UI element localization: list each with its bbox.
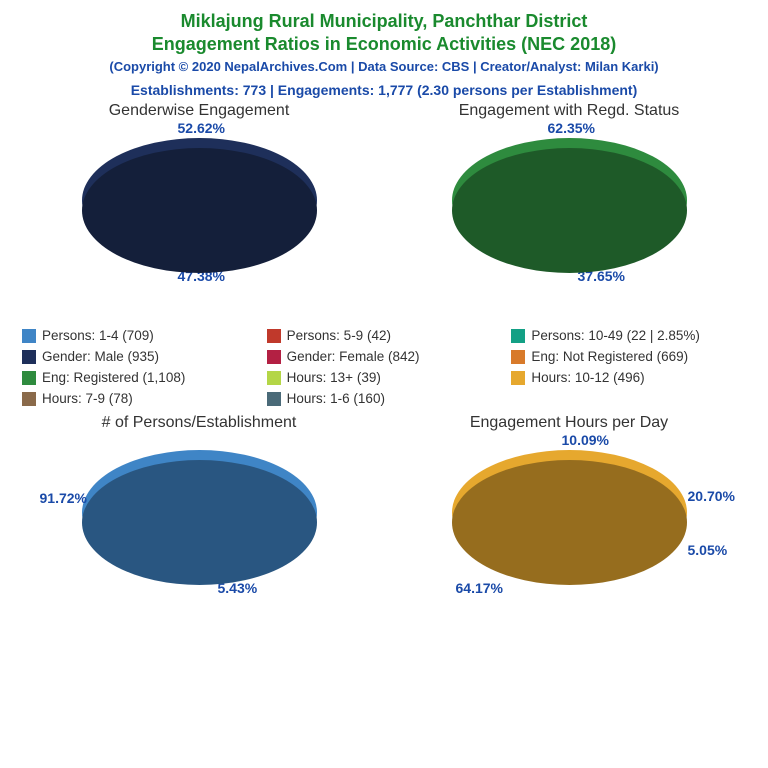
chart-gender: Genderwise Engagement 52.62%47.38% bbox=[14, 102, 384, 322]
legend-swatch bbox=[22, 350, 36, 364]
legend-swatch bbox=[22, 371, 36, 385]
legend-swatch bbox=[267, 392, 281, 406]
legend-text: Persons: 1-4 (709) bbox=[42, 328, 154, 343]
legend-swatch bbox=[267, 329, 281, 343]
legend-item-6: Eng: Registered (1,108) bbox=[22, 370, 257, 385]
chart-persons: # of Persons/Establishment 91.72%5.43% bbox=[14, 414, 384, 634]
legend-item-8: Hours: 10-12 (496) bbox=[511, 370, 746, 385]
legend-item-10: Hours: 1-6 (160) bbox=[267, 391, 502, 406]
chart-title-persons: # of Persons/Establishment bbox=[14, 414, 384, 432]
pie-label-hours-2: 20.70% bbox=[688, 488, 735, 504]
chart-grid: Genderwise Engagement 52.62%47.38% Engag… bbox=[0, 102, 768, 634]
legend-swatch bbox=[267, 371, 281, 385]
legend-text: Hours: 7-9 (78) bbox=[42, 391, 133, 406]
pie-label-regd-0: 62.35% bbox=[548, 120, 595, 136]
chart-title-hours: Engagement Hours per Day bbox=[384, 414, 754, 432]
legend-text: Hours: 10-12 (496) bbox=[531, 370, 644, 385]
chart-title-gender: Genderwise Engagement bbox=[14, 102, 384, 120]
legend-swatch bbox=[22, 392, 36, 406]
legend-swatch bbox=[511, 371, 525, 385]
legend-text: Persons: 10-49 (22 | 2.85%) bbox=[531, 328, 700, 343]
legend-item-1: Persons: 5-9 (42) bbox=[267, 328, 502, 343]
legend-item-9: Hours: 7-9 (78) bbox=[22, 391, 257, 406]
subtitle: (Copyright © 2020 NepalArchives.Com | Da… bbox=[10, 59, 758, 74]
stats-line: Establishments: 773 | Engagements: 1,777… bbox=[10, 82, 758, 98]
pie-label-hours-0: 64.17% bbox=[456, 580, 503, 596]
legend-text: Eng: Not Registered (669) bbox=[531, 349, 688, 364]
pie-gender: 52.62%47.38% bbox=[82, 122, 317, 262]
legend-text: Eng: Registered (1,108) bbox=[42, 370, 185, 385]
pie-label-hours-3: 5.05% bbox=[688, 542, 728, 558]
pie-label-persons-0: 91.72% bbox=[40, 490, 87, 506]
legend-text: Hours: 1-6 (160) bbox=[287, 391, 385, 406]
legend-item-5: Eng: Not Registered (669) bbox=[511, 349, 746, 364]
pie-label-gender-0: 52.62% bbox=[178, 120, 225, 136]
pie-label-hours-1: 10.09% bbox=[562, 432, 609, 448]
legend-text: Gender: Male (935) bbox=[42, 349, 159, 364]
title-line-1: Miklajung Rural Municipality, Panchthar … bbox=[10, 10, 758, 33]
legend-text: Hours: 13+ (39) bbox=[287, 370, 381, 385]
legend-text: Gender: Female (842) bbox=[287, 349, 420, 364]
pie-persons: 91.72%5.43% bbox=[82, 434, 317, 574]
legend-item-2: Persons: 10-49 (22 | 2.85%) bbox=[511, 328, 746, 343]
title-line-2: Engagement Ratios in Economic Activities… bbox=[10, 33, 758, 56]
chart-regd: Engagement with Regd. Status 62.35%37.65… bbox=[384, 102, 754, 322]
chart-title-regd: Engagement with Regd. Status bbox=[384, 102, 754, 120]
legend-swatch bbox=[511, 329, 525, 343]
legend-item-7: Hours: 13+ (39) bbox=[267, 370, 502, 385]
pie-hours: 64.17%10.09%20.70%5.05% bbox=[452, 434, 687, 574]
legend-item-3: Gender: Male (935) bbox=[22, 349, 257, 364]
legend-swatch bbox=[511, 350, 525, 364]
chart-hours: Engagement Hours per Day 64.17%10.09%20.… bbox=[384, 414, 754, 634]
legend-swatch bbox=[267, 350, 281, 364]
legend-text: Persons: 5-9 (42) bbox=[287, 328, 391, 343]
legend-item-0: Persons: 1-4 (709) bbox=[22, 328, 257, 343]
header: Miklajung Rural Municipality, Panchthar … bbox=[0, 0, 768, 102]
legend-item-4: Gender: Female (842) bbox=[267, 349, 502, 364]
legend-swatch bbox=[22, 329, 36, 343]
pie-regd: 62.35%37.65% bbox=[452, 122, 687, 262]
legend: Persons: 1-4 (709) Persons: 5-9 (42) Perso… bbox=[14, 322, 754, 414]
